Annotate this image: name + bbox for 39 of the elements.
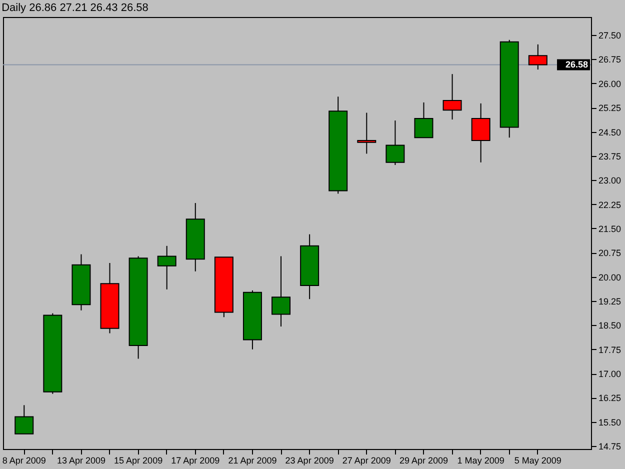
candlestick [442,74,462,120]
candlestick [157,245,176,290]
y-tick-label: 19.25 [598,296,622,307]
ref-line-label: 26.58 [565,60,588,70]
candlestick [471,102,490,163]
x-tick-label: 5 May 2009 [514,456,562,466]
x-tick-label: 29 Apr 2009 [399,456,448,466]
candlestick [14,404,34,434]
chart-title: Daily 26.86 27.21 26.43 26.58 [2,2,148,14]
y-tick-label: 20.75 [598,248,622,258]
y-tick-label: 14.75 [598,442,622,452]
y-tick-label: 26.75 [598,54,622,65]
y-tick-label: 15.50 [598,417,622,428]
x-tick-label: 8 Apr 2009 [2,456,46,466]
y-tick-label: 22.25 [598,200,622,210]
x-tick-label: 27 Apr 2009 [342,456,391,466]
candlestick [386,120,405,166]
x-tick-label: 21 Apr 2009 [228,456,277,466]
candlestick [357,112,376,154]
x-tick-label: 17 Apr 2009 [171,456,220,466]
y-tick-label: 18.50 [598,320,622,331]
candlestick [272,256,291,327]
y-tick-label: 20.00 [598,272,622,282]
y-tick-label: 21.50 [598,224,622,234]
y-tick-label: 27.50 [598,30,622,41]
x-tick-label: 15 Apr 2009 [114,456,163,466]
candlestick [414,102,434,138]
y-tick-label: 17.00 [598,369,622,380]
x-tick-label: 23 Apr 2009 [285,456,334,466]
y-tick-label: 25.25 [598,103,622,114]
x-tick-label: 1 May 2009 [457,456,504,466]
x-tick-label: 13 Apr 2009 [56,456,106,466]
y-tick-label: 23.00 [598,176,622,186]
y-tick-label: 24.50 [598,127,622,138]
y-tick-label: 16.25 [598,393,622,404]
y-tick-label: 26.00 [598,78,622,89]
y-tick-label: 23.75 [598,151,622,162]
y-tick-label: 17.75 [598,344,622,355]
candlestick [528,44,548,70]
